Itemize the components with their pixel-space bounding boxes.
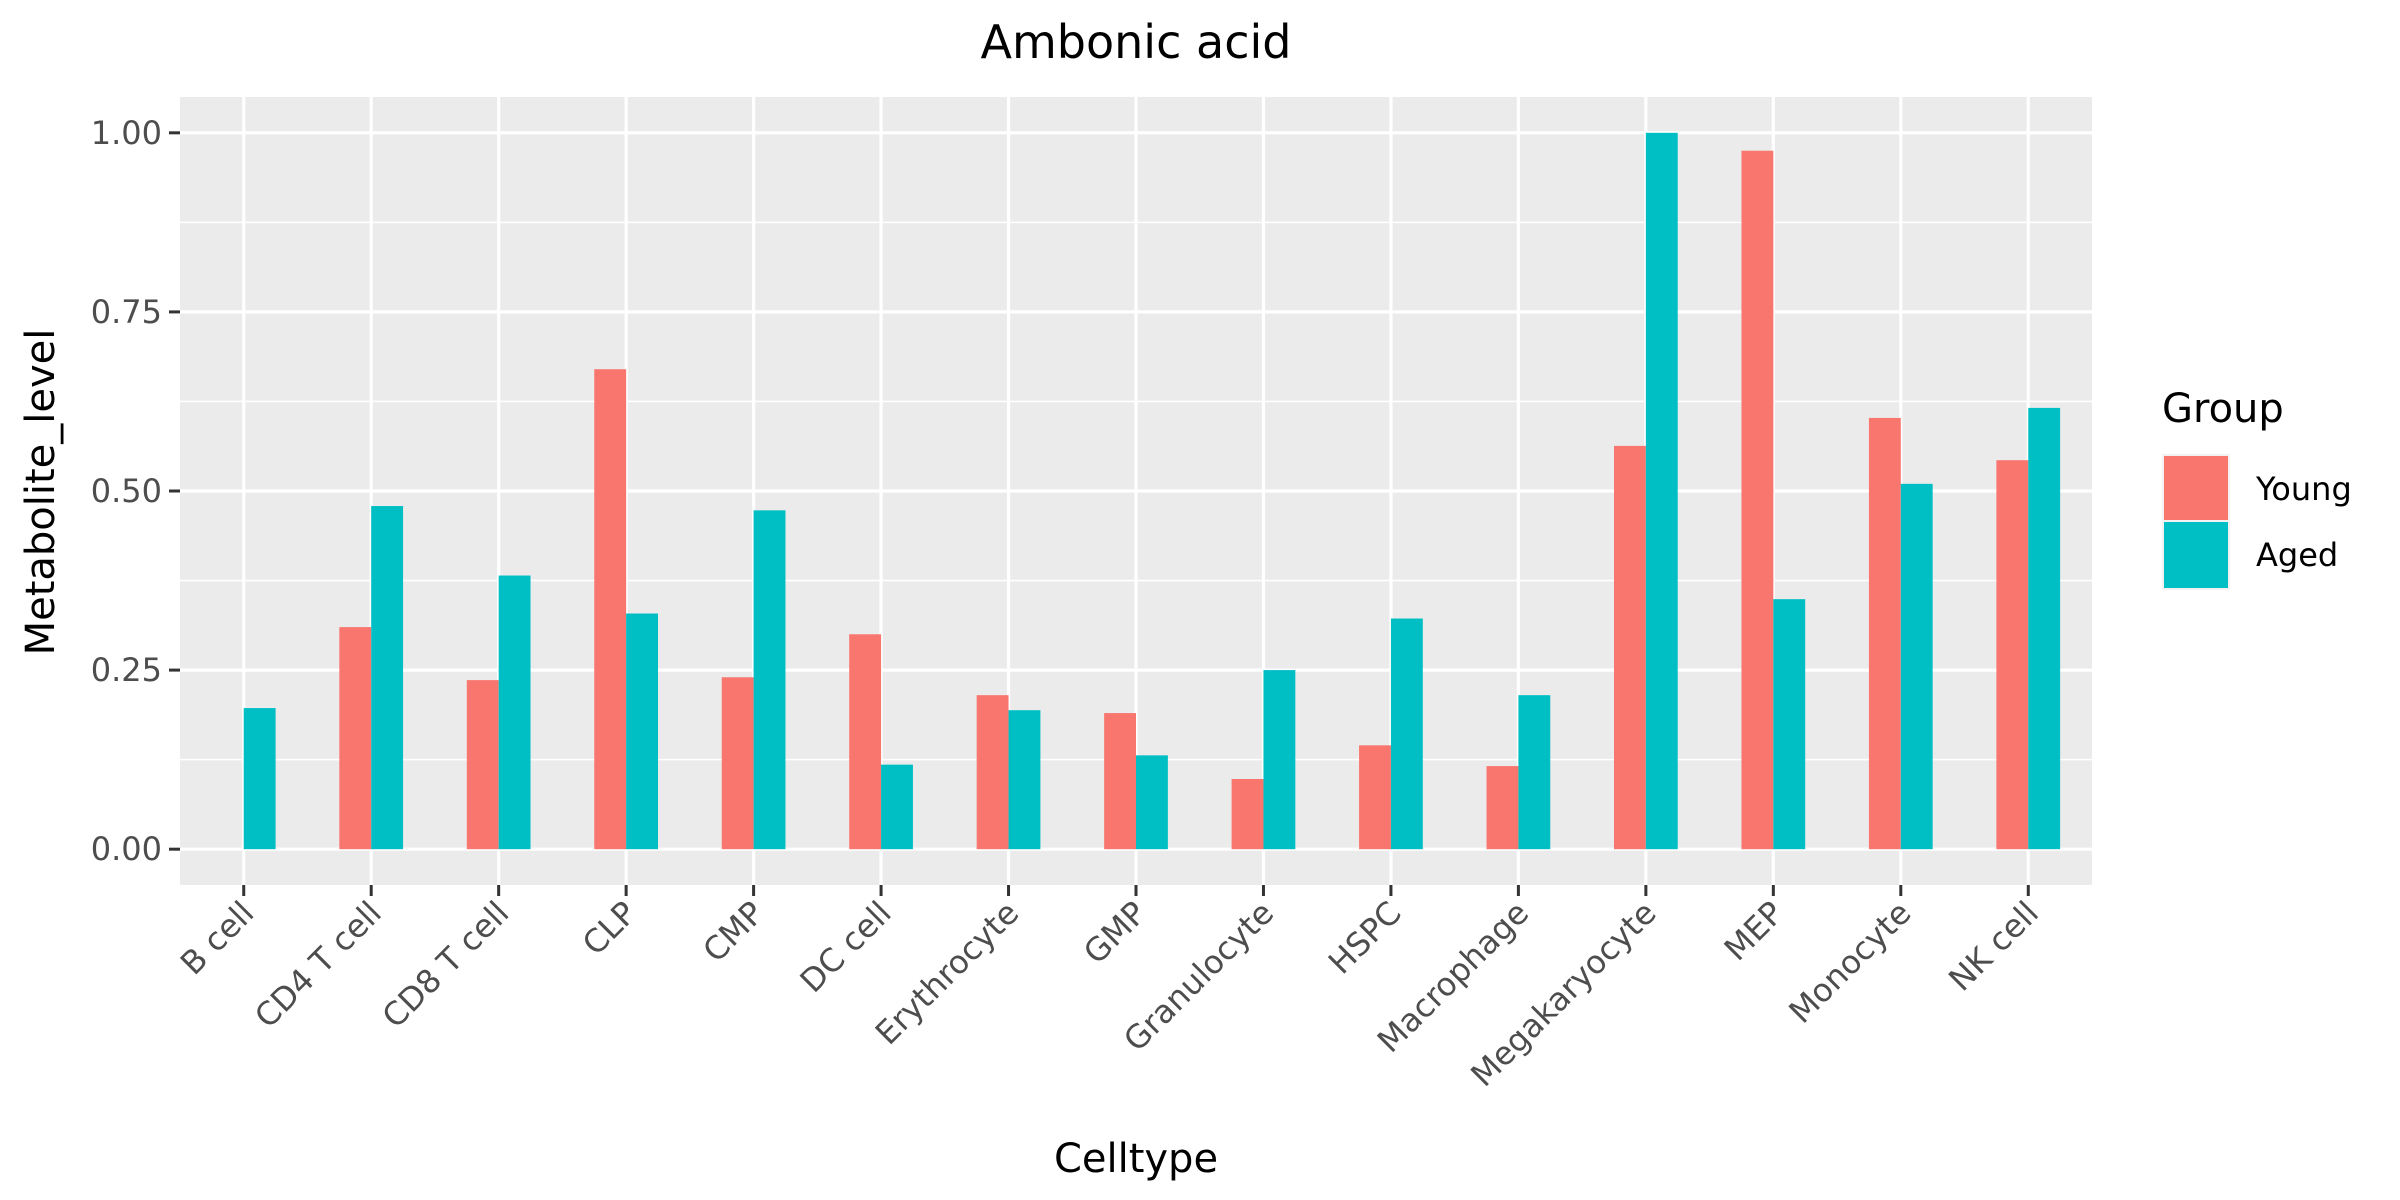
bar-young [1741, 150, 1774, 850]
bar-aged [881, 764, 913, 850]
bar-aged [1263, 670, 1296, 850]
bar-aged [1008, 710, 1041, 850]
legend-key-young [2164, 456, 2228, 522]
y-tick-label: 0.50 [91, 472, 162, 510]
bar-young [1614, 445, 1646, 850]
chart-title: Ambonic acid [981, 15, 1292, 69]
bar-young [1486, 766, 1519, 850]
bar-young [1359, 745, 1391, 850]
bar-aged [498, 575, 531, 850]
bar-aged [626, 613, 658, 850]
bar-young [849, 634, 882, 850]
bar-young [976, 695, 1009, 850]
y-axis-title: Metabolite_level [18, 329, 64, 656]
bar-young [1996, 460, 2029, 850]
bar-young [1104, 713, 1136, 850]
legend: Group Young Aged [2162, 386, 2352, 590]
y-tick-label: 0.00 [91, 830, 162, 868]
legend-title: Group [2162, 386, 2284, 432]
x-axis-title: Celltype [1054, 1136, 1218, 1182]
bar-aged [1773, 599, 1806, 850]
legend-label-young: Young [2255, 470, 2352, 508]
legend-label-aged: Aged [2256, 536, 2338, 574]
bars [243, 132, 2061, 850]
bar-aged [753, 510, 786, 850]
bar-young [1868, 417, 1901, 850]
bar-aged [371, 506, 404, 850]
bar-aged [243, 708, 276, 850]
bar-young [721, 677, 754, 850]
bar-aged [1390, 618, 1423, 850]
bar-aged [2028, 407, 2061, 850]
legend-key-aged [2164, 522, 2228, 588]
bar-young [594, 369, 627, 850]
y-tick-label: 0.75 [91, 293, 162, 331]
bar-young [339, 627, 372, 850]
bar-aged [1900, 483, 1933, 850]
bar-aged [1518, 695, 1551, 850]
bar-young [466, 680, 499, 850]
y-tick-label: 0.25 [91, 651, 162, 689]
bar-aged [1136, 755, 1168, 850]
bar-young [1231, 778, 1264, 850]
bar-aged [1645, 132, 1678, 850]
y-axis: 0.00 0.25 0.50 0.75 1.00 [91, 114, 180, 868]
y-tick-label: 1.00 [91, 114, 162, 152]
